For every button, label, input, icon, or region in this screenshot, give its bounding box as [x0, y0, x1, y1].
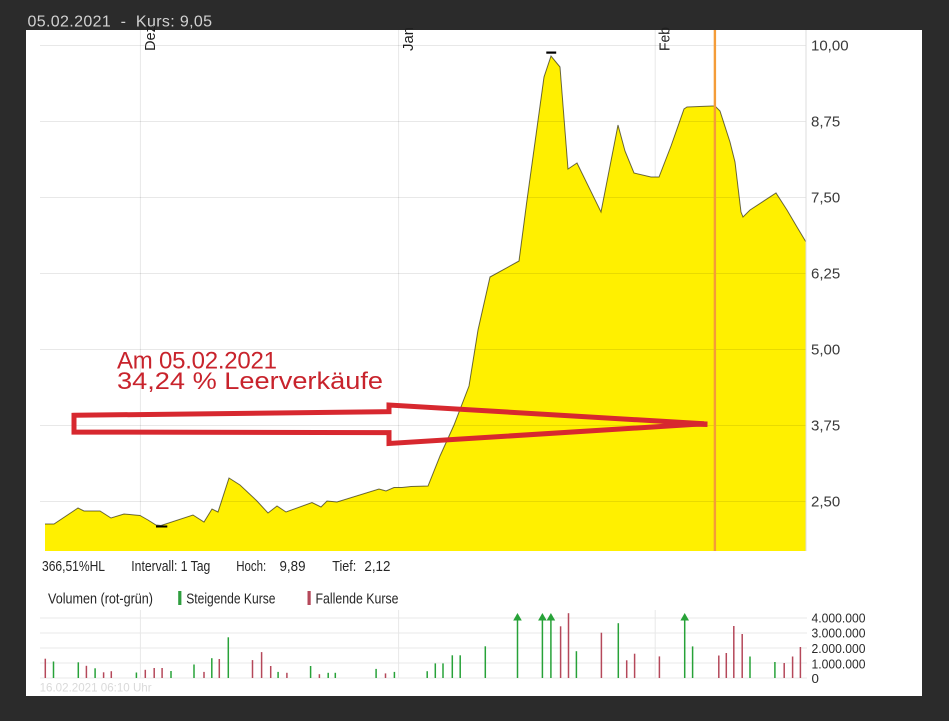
- svg-text:9,89: 9,89: [280, 558, 306, 575]
- svg-text:05.02.2021 - Kurs: 9,05: 05.02.2021 - Kurs: 9,05: [28, 13, 213, 30]
- svg-text:2.000.000: 2.000.000: [812, 641, 866, 656]
- svg-text:7,50: 7,50: [811, 190, 840, 207]
- svg-text:Dez: Dez: [142, 25, 159, 51]
- svg-text:Fallende Kurse: Fallende Kurse: [316, 591, 399, 608]
- svg-text:Intervall: 1 Tag: Intervall: 1 Tag: [131, 558, 210, 575]
- svg-text:6,25: 6,25: [811, 266, 840, 283]
- svg-text:4.000.000: 4.000.000: [812, 610, 866, 625]
- svg-text:2,12: 2,12: [364, 558, 390, 575]
- svg-text:Am 05.02.2021: Am 05.02.2021: [117, 348, 277, 375]
- svg-text:5,00: 5,00: [811, 342, 840, 359]
- svg-text:Hoch:: Hoch:: [236, 558, 266, 575]
- svg-text:3.000.000: 3.000.000: [812, 626, 866, 641]
- svg-text:16.02.2021 06:10 Uhr: 16.02.2021 06:10 Uhr: [40, 681, 152, 695]
- svg-text:Volumen (rot-grün): Volumen (rot-grün): [48, 591, 153, 608]
- svg-text:8,75: 8,75: [811, 114, 840, 131]
- svg-text:0: 0: [812, 671, 819, 686]
- svg-text:2,50: 2,50: [811, 494, 840, 511]
- svg-text:34,24 % Leerverkäufe: 34,24 % Leerverkäufe: [117, 368, 383, 395]
- svg-text:1.000.000: 1.000.000: [812, 656, 866, 671]
- svg-text:10,00: 10,00: [811, 38, 849, 55]
- svg-text:Tief:: Tief:: [332, 558, 356, 575]
- svg-text:Steigende Kurse: Steigende Kurse: [186, 591, 275, 608]
- svg-text:Jan: Jan: [400, 27, 417, 51]
- svg-text:3,75: 3,75: [811, 418, 840, 435]
- svg-text:366,51%HL: 366,51%HL: [42, 558, 105, 575]
- svg-text:Feb: Feb: [657, 27, 674, 51]
